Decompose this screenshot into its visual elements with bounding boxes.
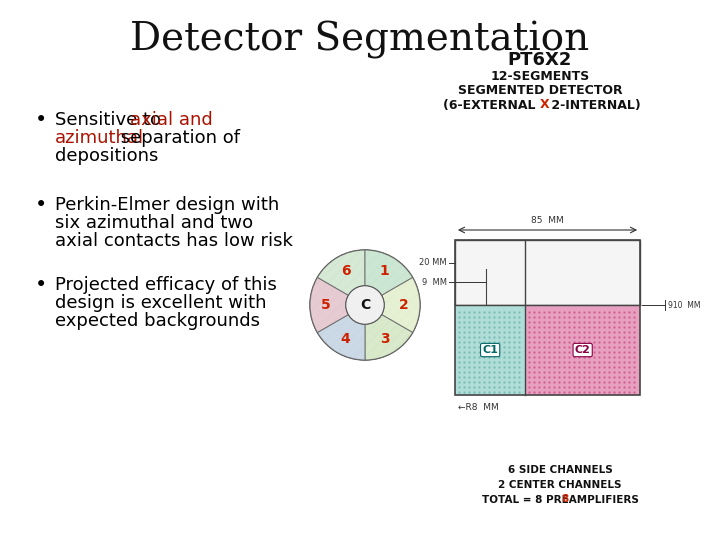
Text: 2: 2 bbox=[399, 298, 409, 312]
Text: X: X bbox=[540, 98, 549, 111]
Text: •: • bbox=[35, 195, 48, 215]
Text: 5: 5 bbox=[321, 298, 331, 312]
Text: six azimuthal and two: six azimuthal and two bbox=[55, 214, 253, 232]
Text: ←R8  MM: ←R8 MM bbox=[458, 402, 499, 411]
Text: Detector Segmentation: Detector Segmentation bbox=[130, 21, 590, 59]
Text: 6: 6 bbox=[341, 264, 351, 278]
Text: 2-INTERNAL): 2-INTERNAL) bbox=[547, 98, 641, 111]
Bar bbox=[526, 305, 640, 395]
Text: C: C bbox=[360, 298, 370, 312]
Wedge shape bbox=[318, 315, 365, 360]
Text: expected backgrounds: expected backgrounds bbox=[55, 312, 260, 330]
Text: C2: C2 bbox=[575, 345, 590, 355]
Wedge shape bbox=[365, 250, 413, 295]
Wedge shape bbox=[318, 250, 365, 295]
Text: 1: 1 bbox=[379, 264, 390, 278]
Text: (6-EXTERNAL: (6-EXTERNAL bbox=[443, 98, 540, 111]
Text: design is excellent with: design is excellent with bbox=[55, 294, 266, 312]
Bar bbox=[455, 240, 640, 305]
Text: depositions: depositions bbox=[55, 147, 158, 165]
Text: 85  MM: 85 MM bbox=[531, 216, 564, 225]
Text: 9  MM: 9 MM bbox=[422, 278, 447, 287]
Circle shape bbox=[310, 250, 420, 360]
Text: PT6X2: PT6X2 bbox=[508, 51, 572, 69]
Text: 20 MM: 20 MM bbox=[419, 258, 447, 267]
Text: SEGMENTED DETECTOR: SEGMENTED DETECTOR bbox=[458, 84, 622, 98]
Wedge shape bbox=[310, 278, 348, 333]
Wedge shape bbox=[365, 315, 413, 360]
Text: 910  MM: 910 MM bbox=[668, 301, 701, 309]
Text: Perkin-Elmer design with: Perkin-Elmer design with bbox=[55, 196, 279, 214]
Wedge shape bbox=[382, 278, 420, 333]
Text: separation of: separation of bbox=[115, 129, 240, 147]
Text: C1: C1 bbox=[482, 345, 498, 355]
Bar bbox=[455, 305, 526, 395]
Text: 6 SIDE CHANNELS
2 CENTER CHANNELS
TOTAL = 8 PREAMPLIFIERS: 6 SIDE CHANNELS 2 CENTER CHANNELS TOTAL … bbox=[482, 465, 639, 505]
Bar bbox=[455, 240, 640, 395]
Circle shape bbox=[346, 286, 384, 324]
Text: 12-SEGMENTS: 12-SEGMENTS bbox=[490, 71, 590, 84]
Text: •: • bbox=[35, 275, 48, 295]
Text: 3: 3 bbox=[379, 332, 390, 346]
Text: axial contacts has low risk: axial contacts has low risk bbox=[55, 232, 293, 250]
Text: 8: 8 bbox=[562, 494, 569, 504]
Text: Projected efficacy of this: Projected efficacy of this bbox=[55, 276, 277, 294]
Text: 4: 4 bbox=[341, 332, 351, 346]
Text: •: • bbox=[35, 110, 48, 130]
Text: Sensitive to: Sensitive to bbox=[55, 111, 167, 129]
Text: azimuthal: azimuthal bbox=[55, 129, 144, 147]
Text: axial and: axial and bbox=[130, 111, 212, 129]
